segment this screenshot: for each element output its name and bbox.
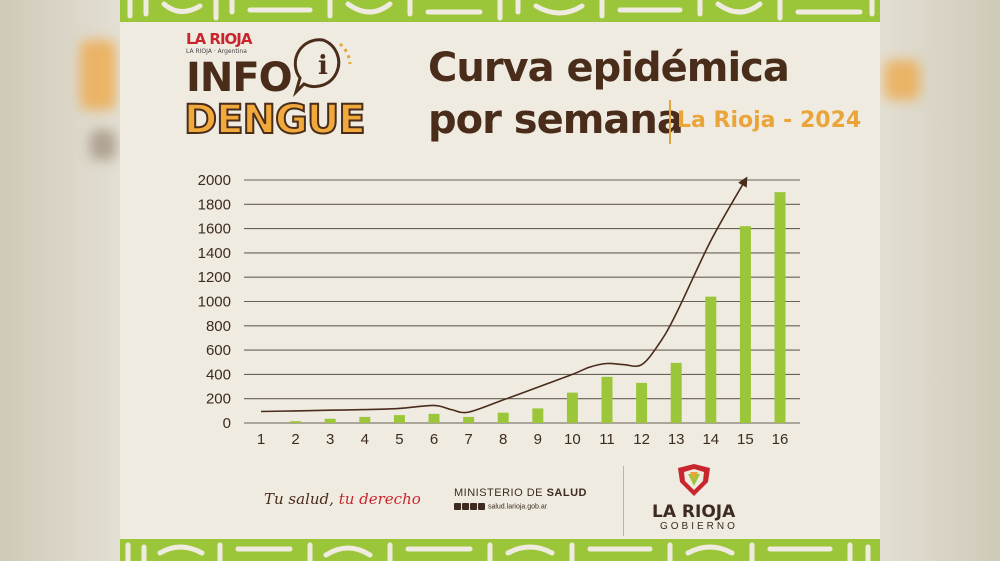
y-tick-label: 1600 (198, 221, 231, 238)
bars (290, 192, 786, 423)
government-name: LA RIOJA (652, 502, 736, 522)
brand-logo-subtext: LA RIOJA · Argentina (186, 48, 247, 55)
x-tick-label: 10 (564, 431, 581, 448)
x-tick-label: 11 (599, 431, 615, 448)
x-tick-label: 6 (430, 431, 438, 448)
x-tick-label: 1 (257, 431, 265, 448)
title-divider (669, 100, 671, 144)
ministry-prefix: MINISTERIO DE (454, 487, 544, 499)
y-tick-label: 2000 (198, 172, 231, 189)
blurred-shape (884, 60, 920, 100)
facebook-icon (454, 503, 461, 510)
bar (739, 226, 751, 423)
la-rioja-brand-logo: LA RIOJA LA RIOJA · Argentina (186, 30, 276, 56)
bar (497, 412, 509, 423)
bar (601, 376, 613, 423)
y-tick-label: 1200 (198, 269, 231, 286)
x-tick-label: 8 (499, 431, 507, 448)
x-tick-label: 3 (326, 431, 334, 448)
x-tick-label: 5 (395, 431, 403, 448)
y-tick-label: 1400 (198, 245, 231, 262)
ministry-social-row: salud.larioja.gob.ar (454, 503, 547, 510)
trend-curve (260, 176, 748, 414)
web-icon (478, 503, 485, 510)
footer-divider (623, 466, 624, 536)
decorative-top-band (120, 0, 880, 22)
background-left (0, 0, 120, 561)
x-tick-label: 12 (633, 431, 650, 448)
slogan-part-1: Tu salud, (264, 490, 334, 508)
brand-logo-text: LA RIOJA (186, 30, 252, 48)
ministry-bold: SALUD (546, 487, 587, 499)
gridlines (244, 179, 800, 424)
bar (290, 421, 302, 423)
y-tick-label: 400 (206, 366, 231, 383)
bar (393, 415, 405, 423)
x-tick-label: 15 (737, 431, 754, 448)
bar (566, 392, 578, 423)
x-tick-label: 14 (702, 431, 719, 448)
y-axis-ticks: 0 200 400 600 800 1000 1200 1400 1600 1800 2000 (198, 172, 231, 432)
y-tick-label: 1800 (198, 196, 231, 213)
x-tick-label: 7 (464, 431, 472, 448)
y-tick-label: 1000 (198, 294, 231, 311)
slogan-part-2: tu derecho (338, 490, 421, 508)
x-tick-label: 16 (772, 431, 789, 448)
bar (774, 192, 786, 423)
chart-title-line-2: por semana (428, 97, 684, 143)
x-icon (462, 503, 469, 510)
bar (324, 418, 336, 423)
decorative-bottom-band (120, 539, 880, 561)
la-rioja-government-emblem-icon (678, 464, 710, 496)
government-subtitle: GOBIERNO (660, 521, 738, 532)
bar (705, 296, 717, 423)
background-right (880, 0, 1000, 561)
chart-subtitle: La Rioja - 2024 (677, 108, 862, 133)
y-tick-label: 800 (206, 318, 231, 335)
info-heading: INFO (186, 55, 293, 101)
ministry-website: salud.larioja.gob.ar (487, 503, 548, 511)
x-tick-label: 2 (291, 431, 299, 448)
info-symbol-glyph: i (318, 51, 328, 81)
chart-title-line-1: Curva epidémica (428, 45, 790, 91)
footer-slogan: Tu salud, tu derecho (264, 490, 421, 508)
y-tick-label: 0 (223, 415, 231, 432)
instagram-icon (470, 503, 477, 510)
x-tick-label: 4 (361, 431, 369, 448)
bar (670, 362, 682, 423)
bar (532, 408, 544, 423)
blurred-shape (90, 130, 116, 160)
x-tick-label: 9 (534, 431, 542, 448)
infographic-poster: LA RIOJA LA RIOJA · Argentina INFO DENGU… (120, 0, 880, 561)
y-tick-label: 200 (206, 391, 231, 408)
info-speech-bubble-icon: i (292, 38, 352, 98)
bar (359, 416, 371, 423)
bar (636, 382, 648, 423)
blurred-shape (80, 40, 116, 110)
bar (428, 413, 440, 423)
x-tick-label: 13 (668, 431, 685, 448)
x-axis-ticks: 1 2 3 4 5 6 7 8 9 10 11 12 13 14 15 16 (257, 431, 789, 448)
bar (463, 416, 475, 423)
ministry-name: MINISTERIO DE SALUD (454, 487, 587, 499)
y-tick-label: 600 (206, 342, 231, 359)
dengue-heading: DENGUE (183, 97, 367, 143)
